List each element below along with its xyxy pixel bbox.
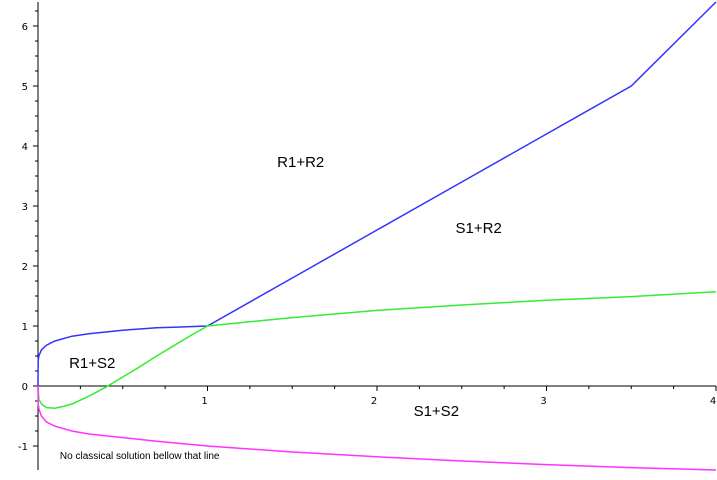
- y-tick-label: 1: [22, 322, 28, 333]
- y-tick-label: 5: [22, 82, 28, 93]
- y-tick-label: 6: [22, 22, 28, 33]
- x-ticks: 1 2 3 4: [79, 386, 717, 407]
- x-tick-label: 2: [371, 396, 377, 407]
- annotations: R1+R2 S1+R2 R1+S2 S1+S2 No classical solutio…: [60, 154, 502, 462]
- series-line-3: [37, 385, 717, 471]
- series-line-2: [37, 291, 717, 409]
- annotation-5: No classical solution bellow that line: [60, 451, 220, 462]
- annotation-4: S1+S2: [414, 403, 459, 420]
- annotation-3: R1+S2: [69, 355, 115, 372]
- annotation-1: R1+R2: [277, 154, 324, 171]
- series-line-1: [37, 1, 717, 387]
- y-tick-label: -1: [18, 442, 28, 453]
- axes: 1 2 3 4 -1 0 1 2 3 4 5 6: [18, 2, 717, 470]
- x-tick-label: 3: [540, 396, 546, 407]
- x-tick-label: 4: [710, 396, 716, 407]
- x-tick-label: 1: [201, 396, 207, 407]
- y-tick-label: 2: [22, 262, 28, 273]
- y-tick-label: 3: [22, 202, 28, 213]
- y-tick-label: 4: [22, 142, 28, 153]
- curves: [37, 1, 717, 471]
- y-ticks: -1 0 1 2 3 4 5 6: [18, 10, 38, 453]
- y-tick-label: 0: [22, 382, 28, 393]
- annotation-2: S1+R2: [456, 220, 502, 237]
